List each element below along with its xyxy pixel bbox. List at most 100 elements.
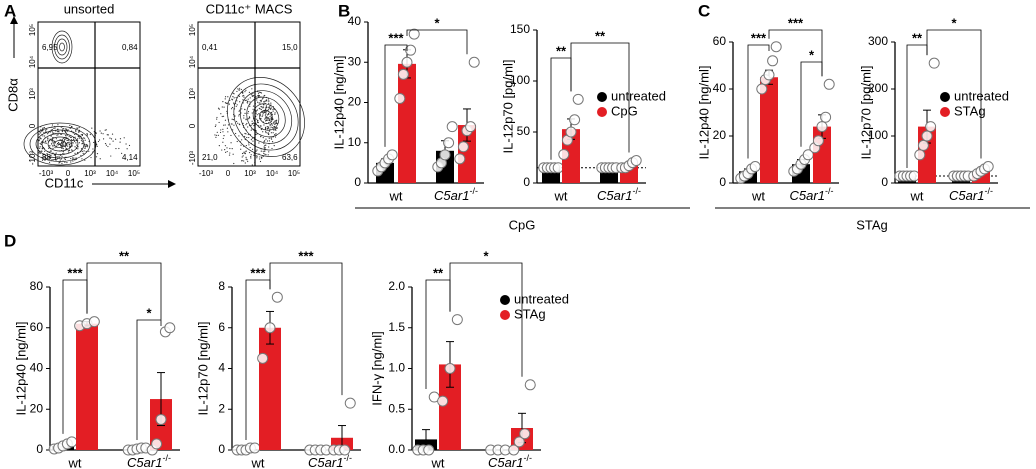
x-tick-label: wt [751, 188, 765, 203]
legend-label: untreated [514, 291, 569, 306]
flow-dot [226, 150, 228, 153]
data-point [257, 352, 269, 364]
flow-x-tick-label: 10³ [84, 169, 96, 178]
flow-dot [220, 113, 222, 115]
data-point [339, 444, 351, 456]
flow-dot [51, 145, 54, 147]
flow-dot [53, 127, 55, 129]
flow-dot [82, 137, 85, 139]
flow-dot [224, 145, 227, 147]
significance-label: * [434, 15, 440, 30]
significance-label: * [146, 305, 152, 320]
flow-dot [43, 132, 45, 134]
flow-dot [263, 95, 265, 97]
flow-dot [230, 134, 232, 137]
flow-dot [72, 142, 74, 144]
flow-dot [61, 142, 63, 144]
flow-dot [263, 101, 265, 103]
flow-dot [47, 138, 49, 140]
flow-dot [265, 119, 268, 122]
flow-dot [218, 121, 220, 124]
flow-dot [64, 131, 67, 133]
flow-dot [243, 151, 245, 153]
flow-dot [77, 135, 79, 137]
flow-dot [272, 122, 274, 124]
data-point [508, 444, 520, 456]
flow-dot [265, 138, 267, 140]
flow-dot [271, 147, 273, 150]
flow-dot [268, 113, 270, 115]
flow-dot [255, 133, 257, 136]
flow-dot [39, 152, 41, 155]
contour [259, 110, 273, 124]
flow-dot [259, 160, 262, 163]
flow-x-label: CD11c [45, 175, 84, 190]
flow-dot [251, 94, 253, 96]
flow-dot [74, 152, 76, 154]
flow-dot [77, 131, 80, 133]
category-superscript: -/- [343, 453, 352, 463]
flow-dot [255, 130, 257, 132]
flow-dot [246, 159, 248, 161]
flow-dot [234, 115, 236, 117]
flow-dot [273, 126, 275, 128]
flow-dot [274, 120, 276, 122]
flow-dot [242, 91, 244, 93]
flow-dot [237, 88, 239, 90]
y-tick-label: 0.5 [388, 401, 405, 415]
flow-dot [245, 89, 247, 91]
flow-dot [59, 159, 61, 161]
contour [239, 90, 293, 144]
data-point [630, 155, 642, 167]
flow-dot [247, 133, 249, 136]
flow-dot [243, 117, 245, 119]
bar [259, 327, 281, 450]
flow-dot [85, 150, 87, 153]
flow-box [197, 21, 301, 167]
data-point [519, 428, 531, 440]
flow-title: CD11c⁺ MACS [206, 1, 293, 16]
flow-dot [258, 102, 260, 104]
flow-dot [228, 154, 231, 156]
data-point [88, 316, 100, 328]
flow-dot [76, 138, 79, 140]
significance-label: ** [119, 248, 130, 263]
flow-dot [74, 133, 76, 135]
flow-dot [96, 153, 99, 155]
flow-box [37, 21, 141, 167]
flow-dot [265, 105, 268, 107]
flow-dot [44, 142, 46, 144]
data-point [982, 161, 994, 173]
flow-dot [226, 127, 228, 129]
data-point [443, 137, 455, 149]
flow-x-tick-label: -10³ [39, 169, 54, 178]
flow-dot [264, 109, 267, 111]
flow-dot [100, 132, 102, 134]
flow-dot [42, 141, 45, 143]
flow-dot [62, 148, 64, 150]
flow-dot [269, 124, 271, 126]
contour [23, 122, 97, 166]
flow-dot [111, 133, 114, 135]
data-point [921, 130, 933, 142]
flow-dot [255, 110, 257, 112]
flow-dot [61, 155, 63, 157]
flow-dot [50, 157, 52, 159]
flow-dot [240, 148, 242, 150]
significance-bracket [136, 319, 162, 440]
flow-dot [41, 159, 44, 161]
data-point [457, 141, 469, 153]
data-point [756, 83, 768, 95]
data-point [394, 92, 406, 104]
flow-dot [249, 146, 251, 149]
flow-dot [59, 139, 61, 141]
data-point [823, 78, 835, 90]
flow-y-label: CD8α [5, 78, 20, 112]
flow-dot [262, 111, 264, 113]
flow-dot [224, 96, 227, 98]
flow-dot [71, 149, 73, 151]
flow-dot [245, 144, 247, 147]
flow-dot [275, 127, 277, 130]
flow-dot [53, 145, 55, 147]
flow-dot [51, 141, 53, 143]
